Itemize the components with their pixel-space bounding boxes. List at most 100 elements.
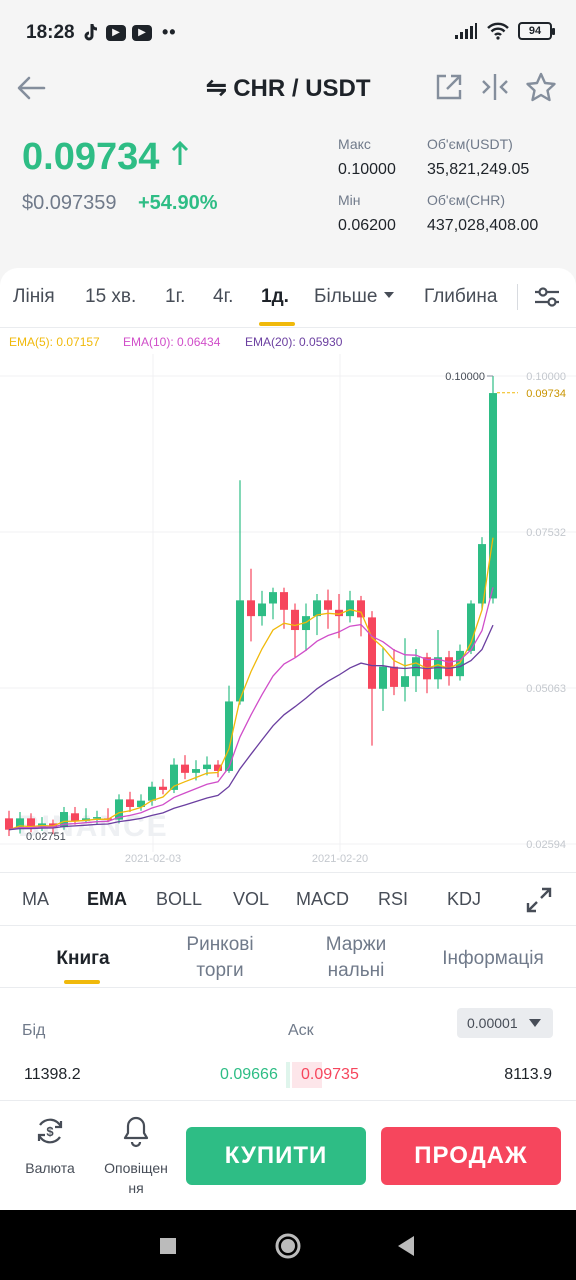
candle-body xyxy=(181,764,189,773)
tab-separator xyxy=(517,284,518,310)
candle-body xyxy=(5,818,13,830)
candle-body xyxy=(159,786,167,790)
orderbook-tab-indicator xyxy=(64,980,100,984)
ema5-legend: EMA(5): 0.07157 xyxy=(9,335,100,349)
alerts-button[interactable]: Оповіщен ня xyxy=(96,1113,176,1198)
candle-body xyxy=(324,600,332,610)
tab-margin[interactable]: Маржи нальні xyxy=(325,934,387,981)
tab-depth[interactable]: Глибина xyxy=(424,286,498,307)
candle-body xyxy=(302,616,310,631)
compare-button[interactable] xyxy=(478,70,512,104)
candle-body xyxy=(170,764,178,790)
indicator-macd[interactable]: MACD xyxy=(296,889,349,909)
chart-grid xyxy=(0,354,576,852)
open-external-button[interactable] xyxy=(432,70,466,104)
tab-info[interactable]: Інформація xyxy=(442,948,544,969)
volume-quote-label: Об'єм(USDT) xyxy=(427,136,513,152)
tab-1h[interactable]: 1г. xyxy=(165,286,186,307)
arrow-left-icon xyxy=(17,76,46,100)
candle-body xyxy=(258,603,266,617)
ask-depth-bar xyxy=(292,1062,322,1088)
orderbook-row[interactable]: 11398.2 0.09666 0.09735 8113.9 xyxy=(0,1062,576,1090)
status-notification-icons: ▶ ▶ •• xyxy=(82,22,177,43)
svg-text:$: $ xyxy=(46,1124,54,1139)
price-change-percent: +54.90% xyxy=(138,192,218,214)
candle-body xyxy=(434,657,442,680)
x-tick-label: 2021-02-20 xyxy=(312,853,368,864)
tab-more[interactable]: Більше xyxy=(314,286,395,308)
tab-15m[interactable]: 15 хв. xyxy=(85,286,137,307)
youtube-icon: ▶ xyxy=(106,24,126,41)
candle-body xyxy=(368,617,376,689)
y-tick-label: 0.02594 xyxy=(526,839,566,851)
chart-settings-button[interactable] xyxy=(530,282,564,312)
indicator-kdj[interactable]: KDJ xyxy=(447,889,482,909)
candlestick-chart[interactable]: BINANCE 0.100000.075320.050630.025942021… xyxy=(0,354,576,864)
candle-body xyxy=(115,799,123,820)
candle-body xyxy=(203,764,211,770)
sliders-icon xyxy=(535,287,559,307)
ema20-legend: EMA(20): 0.05930 xyxy=(245,335,343,349)
high-label: Макс xyxy=(338,136,371,152)
timeframe-tabs: Лінія 15 хв. 1г. 4г. 1д. Більше Глибина xyxy=(0,268,576,328)
indicator-vol[interactable]: VOL xyxy=(233,889,270,909)
tab-market-trades[interactable]: Ринкові торги xyxy=(186,934,254,981)
fullscreen-button[interactable] xyxy=(524,885,554,915)
system-nav-bar xyxy=(0,1210,576,1280)
candle-body xyxy=(71,813,79,821)
indicator-boll[interactable]: BOLL xyxy=(156,889,203,909)
ema5-line xyxy=(8,537,494,831)
buy-button[interactable]: КУПИТИ xyxy=(186,1127,366,1185)
candle-body xyxy=(357,600,365,618)
ema10-legend: EMA(10): 0.06434 xyxy=(123,335,221,349)
indicator-ma[interactable]: MA xyxy=(22,889,49,909)
favorite-button[interactable] xyxy=(524,70,558,104)
candle-body xyxy=(192,769,200,773)
sell-button[interactable]: ПРОДАЖ xyxy=(381,1127,561,1185)
bid-price: 0.09666 xyxy=(220,1066,278,1083)
candle-body xyxy=(313,600,321,617)
y-tick-label: 0.07532 xyxy=(526,527,566,539)
tab-orderbook[interactable]: Книга xyxy=(56,948,110,969)
recents-icon[interactable] xyxy=(152,1230,184,1262)
tab-4h[interactable]: 4г. xyxy=(213,286,234,307)
candle-body xyxy=(335,609,343,617)
tab-line[interactable]: Лінія xyxy=(13,286,55,307)
high-value: 0.10000 xyxy=(338,161,396,178)
high-marker-label: 0.10000 xyxy=(445,371,485,383)
currency-button[interactable]: $ Валюта xyxy=(10,1113,90,1178)
last-price: 0.09734 xyxy=(22,136,190,179)
tiktok-icon xyxy=(84,23,98,40)
pair-title[interactable]: ⇋ CHR / USDT xyxy=(0,72,576,103)
indicator-ema[interactable]: EMA xyxy=(87,889,127,909)
x-tick-label: 2021-02-03 xyxy=(125,853,181,864)
indicator-rsi[interactable]: RSI xyxy=(378,889,409,909)
battery-icon: 94 xyxy=(518,22,555,40)
volume-base-value: 437,028,408.00 xyxy=(427,217,539,234)
back-button[interactable] xyxy=(14,70,50,106)
low-value: 0.06200 xyxy=(338,217,396,234)
candle-body xyxy=(49,823,57,828)
home-icon[interactable] xyxy=(272,1230,304,1262)
candle-body xyxy=(93,817,101,819)
y-tick-label: 0.10000 xyxy=(526,371,566,383)
orderbook-tabs: Книга Ринкові торги Маржи нальні Інформа… xyxy=(0,932,576,988)
candle-body xyxy=(445,657,453,677)
candles xyxy=(5,376,497,837)
arrow-up-icon xyxy=(171,140,188,165)
tab-1d[interactable]: 1д. xyxy=(261,286,289,307)
candle-body xyxy=(16,818,24,830)
precision-select[interactable]: 0.00001 xyxy=(457,1008,553,1038)
candle-body xyxy=(27,818,35,828)
bid-depth-bar xyxy=(286,1062,290,1088)
y-tick-label: 0.05063 xyxy=(526,683,566,695)
candle-body xyxy=(467,603,475,651)
indicator-tabs: MA EMA BOLL VOL MACD RSI KDJ xyxy=(0,872,576,926)
back-nav-icon[interactable] xyxy=(390,1230,422,1262)
low-marker-label: 0.02751 xyxy=(26,831,66,843)
ask-quantity: 8113.9 xyxy=(504,1066,552,1083)
external-link-icon xyxy=(436,74,462,100)
candle-body xyxy=(214,764,222,771)
ema10-line xyxy=(8,587,494,831)
candle-body xyxy=(412,657,420,677)
